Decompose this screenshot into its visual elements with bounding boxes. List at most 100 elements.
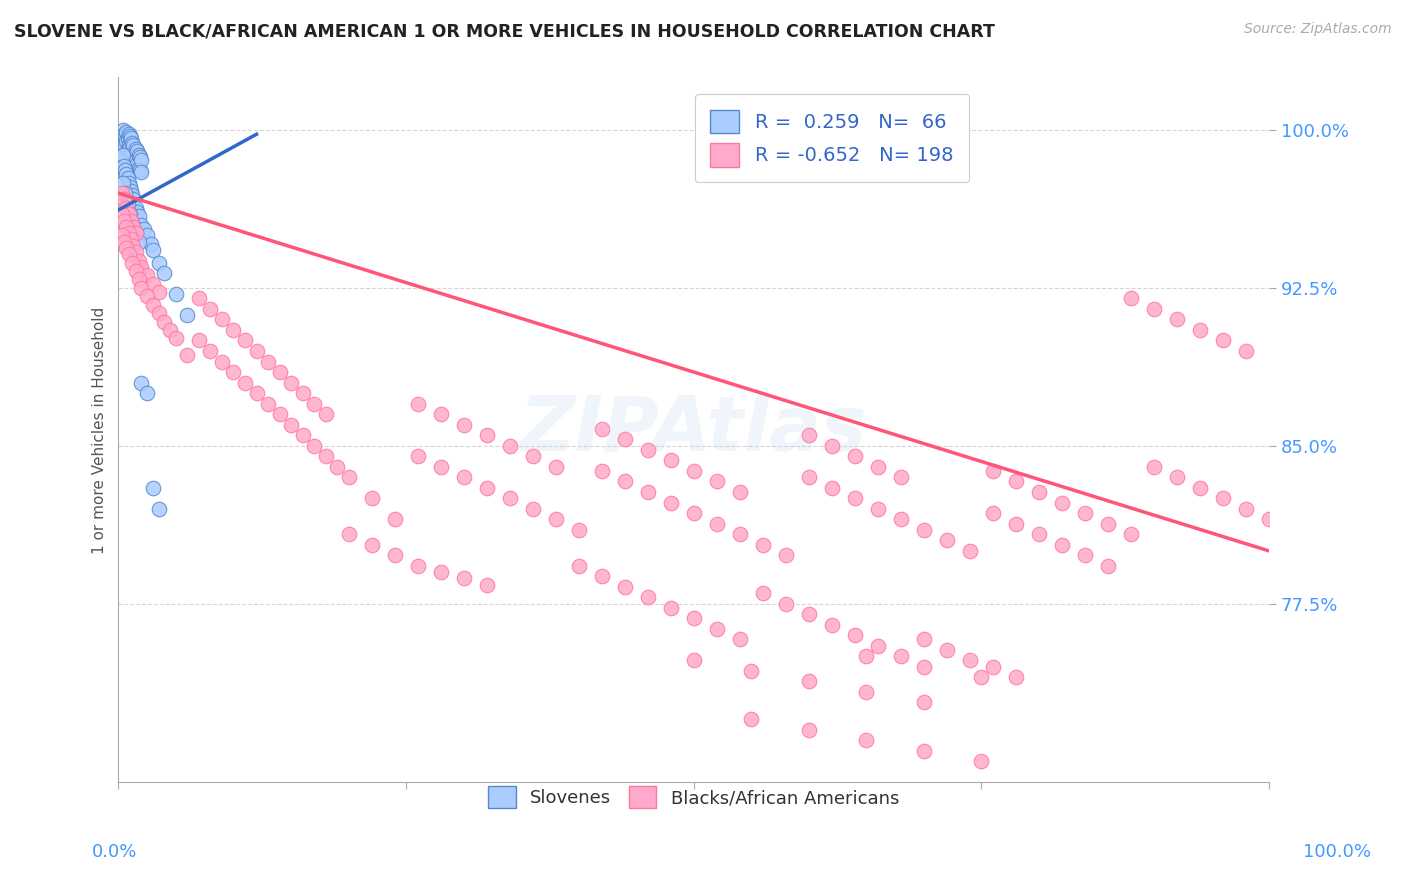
Point xyxy=(122,239,145,253)
Point xyxy=(115,201,138,215)
Point xyxy=(125,226,148,240)
Point xyxy=(136,386,159,401)
Point xyxy=(1188,323,1211,337)
Point xyxy=(165,331,187,345)
Point xyxy=(117,196,139,211)
Point xyxy=(200,301,222,316)
Point xyxy=(1166,470,1188,484)
Point xyxy=(131,260,153,274)
Point xyxy=(269,365,291,379)
Point xyxy=(122,219,145,234)
Point xyxy=(935,533,957,548)
Point xyxy=(112,235,135,249)
Text: Source: ZipAtlas.com: Source: ZipAtlas.com xyxy=(1244,22,1392,37)
Point xyxy=(291,386,314,401)
Point xyxy=(740,664,762,678)
Point xyxy=(148,306,170,320)
Point xyxy=(613,580,636,594)
Point xyxy=(659,495,682,509)
Point xyxy=(125,142,148,156)
Point xyxy=(118,207,141,221)
Y-axis label: 1 or more Vehicles in Household: 1 or more Vehicles in Household xyxy=(93,306,107,554)
Point xyxy=(115,125,138,139)
Point xyxy=(797,470,820,484)
Point xyxy=(257,354,280,368)
Point xyxy=(114,129,136,144)
Point xyxy=(1234,501,1257,516)
Point xyxy=(337,527,360,541)
Point xyxy=(315,407,337,421)
Point xyxy=(139,236,162,251)
Point xyxy=(821,617,844,632)
Text: 100.0%: 100.0% xyxy=(1303,843,1371,861)
Point xyxy=(131,153,153,167)
Point xyxy=(111,228,134,243)
Point xyxy=(125,264,148,278)
Point xyxy=(613,433,636,447)
Point xyxy=(453,470,475,484)
Point xyxy=(1143,301,1166,316)
Point xyxy=(453,571,475,585)
Point xyxy=(544,459,567,474)
Point xyxy=(406,449,429,463)
Point xyxy=(498,439,520,453)
Point xyxy=(125,201,148,215)
Point xyxy=(115,241,138,255)
Point xyxy=(1234,343,1257,358)
Point xyxy=(959,544,981,558)
Point xyxy=(740,712,762,726)
Point xyxy=(125,226,148,240)
Point xyxy=(866,459,889,474)
Point xyxy=(112,123,135,137)
Point xyxy=(114,163,136,178)
Point xyxy=(112,213,135,227)
Point xyxy=(429,565,451,579)
Point xyxy=(637,485,659,500)
Point xyxy=(131,165,153,179)
Point xyxy=(706,516,728,531)
Point xyxy=(706,622,728,636)
Point xyxy=(682,611,704,625)
Point xyxy=(682,653,704,667)
Point xyxy=(591,464,613,478)
Point xyxy=(637,591,659,605)
Point xyxy=(475,428,498,442)
Point xyxy=(121,255,143,269)
Point xyxy=(222,365,245,379)
Point xyxy=(970,755,993,769)
Point xyxy=(125,245,148,260)
Point xyxy=(935,642,957,657)
Point xyxy=(706,475,728,489)
Point xyxy=(302,439,325,453)
Point xyxy=(120,148,142,162)
Text: SLOVENE VS BLACK/AFRICAN AMERICAN 1 OR MORE VEHICLES IN HOUSEHOLD CORRELATION CH: SLOVENE VS BLACK/AFRICAN AMERICAN 1 OR M… xyxy=(14,22,995,40)
Point xyxy=(326,459,349,474)
Point xyxy=(211,354,233,368)
Point xyxy=(233,376,256,390)
Point xyxy=(142,481,165,495)
Point xyxy=(981,659,1004,673)
Point xyxy=(406,558,429,573)
Point xyxy=(981,506,1004,520)
Point xyxy=(912,744,935,758)
Point xyxy=(131,218,153,232)
Point xyxy=(111,186,134,201)
Point xyxy=(429,459,451,474)
Point xyxy=(302,396,325,410)
Point xyxy=(257,396,280,410)
Point xyxy=(659,453,682,467)
Point xyxy=(797,723,820,737)
Point xyxy=(111,134,134,148)
Point xyxy=(114,140,136,154)
Point xyxy=(1028,485,1050,500)
Point xyxy=(1028,527,1050,541)
Point xyxy=(890,649,912,664)
Point xyxy=(118,128,141,142)
Text: ZIPAtlas: ZIPAtlas xyxy=(520,392,868,467)
Point xyxy=(118,207,141,221)
Point xyxy=(165,287,187,301)
Point xyxy=(981,464,1004,478)
Point xyxy=(591,422,613,436)
Point xyxy=(498,491,520,506)
Point xyxy=(797,674,820,689)
